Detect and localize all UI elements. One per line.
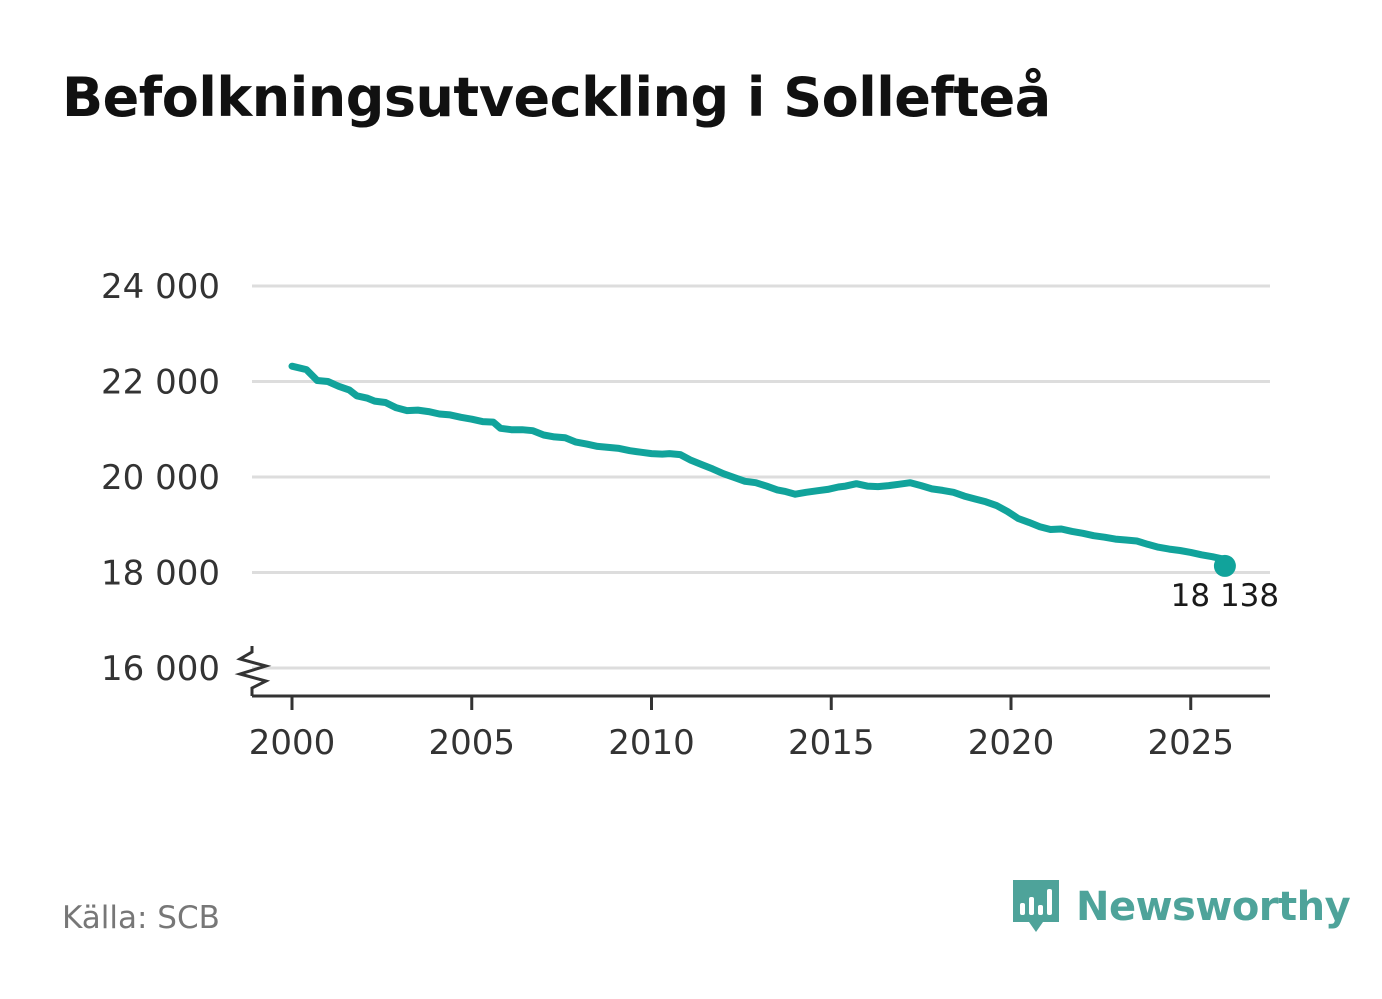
- page-title: Befolkningsutveckling i Sollefteå: [62, 66, 1051, 129]
- x-tick-label: 2025: [1147, 723, 1234, 763]
- series-befolkning: [288, 362, 1227, 563]
- x-tick-label: 2000: [249, 723, 336, 763]
- end-annotation: 18 138: [1171, 554, 1279, 614]
- x-tick-label: 2015: [788, 723, 875, 763]
- y-tick-label: 16 000: [101, 649, 220, 689]
- source-note: Källa: SCB: [62, 900, 220, 936]
- y-tick-label: 18 000: [101, 554, 220, 594]
- axis-break-icon: [234, 646, 272, 696]
- x-tick-label: 2005: [428, 723, 515, 763]
- end-point-marker: [1213, 554, 1236, 577]
- y-tick-label: 20 000: [101, 458, 220, 498]
- series-line: [288, 362, 1227, 563]
- grid-lines: [252, 284, 1270, 670]
- x-tick-label: 2010: [608, 723, 695, 763]
- x-axis-ticks: 2000 2005 2010 2015 2020 2025: [249, 696, 1234, 763]
- end-value-label: 18 138: [1171, 578, 1279, 614]
- x-axis: [234, 646, 1270, 698]
- y-tick-label: 22 000: [101, 363, 220, 403]
- y-tick-label: 24 000: [101, 267, 220, 307]
- brand-logo: Newsworthy: [1010, 876, 1351, 938]
- brand-name: Newsworthy: [1076, 884, 1351, 930]
- x-tick-label: 2020: [968, 723, 1055, 763]
- y-axis-ticks: 16 000 18 000 20 000 22 000 24 000: [101, 267, 220, 689]
- bar-chart-speech-bubble-icon: [1013, 880, 1059, 932]
